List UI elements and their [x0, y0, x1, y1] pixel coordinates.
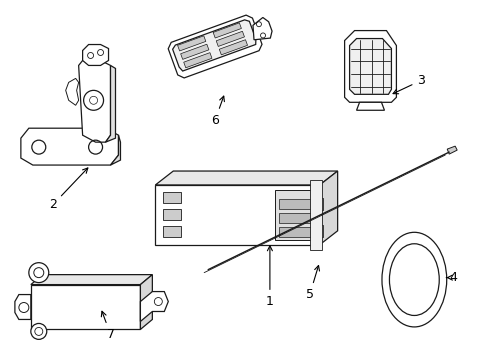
Bar	[278, 213, 310, 223]
Polygon shape	[140, 275, 152, 329]
Polygon shape	[180, 44, 208, 59]
Text: 6: 6	[211, 96, 224, 127]
Polygon shape	[140, 292, 168, 321]
Bar	[278, 199, 310, 209]
Polygon shape	[105, 66, 115, 142]
Bar	[314, 225, 322, 237]
Bar	[155, 185, 319, 245]
Polygon shape	[82, 45, 108, 66]
Polygon shape	[155, 171, 337, 185]
Circle shape	[29, 263, 49, 283]
Circle shape	[31, 323, 47, 339]
Ellipse shape	[381, 232, 446, 327]
Polygon shape	[349, 39, 390, 94]
Polygon shape	[110, 135, 120, 165]
Polygon shape	[21, 128, 118, 165]
Polygon shape	[252, 18, 271, 40]
Polygon shape	[219, 40, 247, 55]
Polygon shape	[65, 78, 79, 105]
Text: 3: 3	[392, 74, 425, 94]
Polygon shape	[172, 20, 255, 71]
Bar	[309, 180, 321, 250]
Polygon shape	[319, 171, 337, 245]
Polygon shape	[344, 31, 396, 102]
Ellipse shape	[388, 244, 438, 315]
Polygon shape	[213, 23, 241, 38]
Polygon shape	[15, 294, 31, 319]
Bar	[274, 190, 314, 240]
Polygon shape	[356, 102, 384, 110]
Text: 2: 2	[49, 168, 88, 211]
Bar	[314, 198, 322, 210]
Polygon shape	[183, 53, 211, 68]
Polygon shape	[79, 60, 110, 142]
Bar	[163, 209, 181, 220]
Text: 1: 1	[265, 246, 273, 308]
Text: 7: 7	[101, 311, 114, 341]
Bar	[31, 285, 140, 329]
Text: 5: 5	[305, 266, 319, 301]
Polygon shape	[168, 15, 262, 78]
Text: 4: 4	[446, 271, 456, 284]
Bar	[163, 192, 181, 203]
Polygon shape	[31, 275, 152, 285]
Polygon shape	[177, 36, 205, 51]
Polygon shape	[216, 31, 244, 46]
Polygon shape	[447, 146, 456, 154]
Bar	[278, 227, 310, 237]
Bar	[163, 226, 181, 237]
